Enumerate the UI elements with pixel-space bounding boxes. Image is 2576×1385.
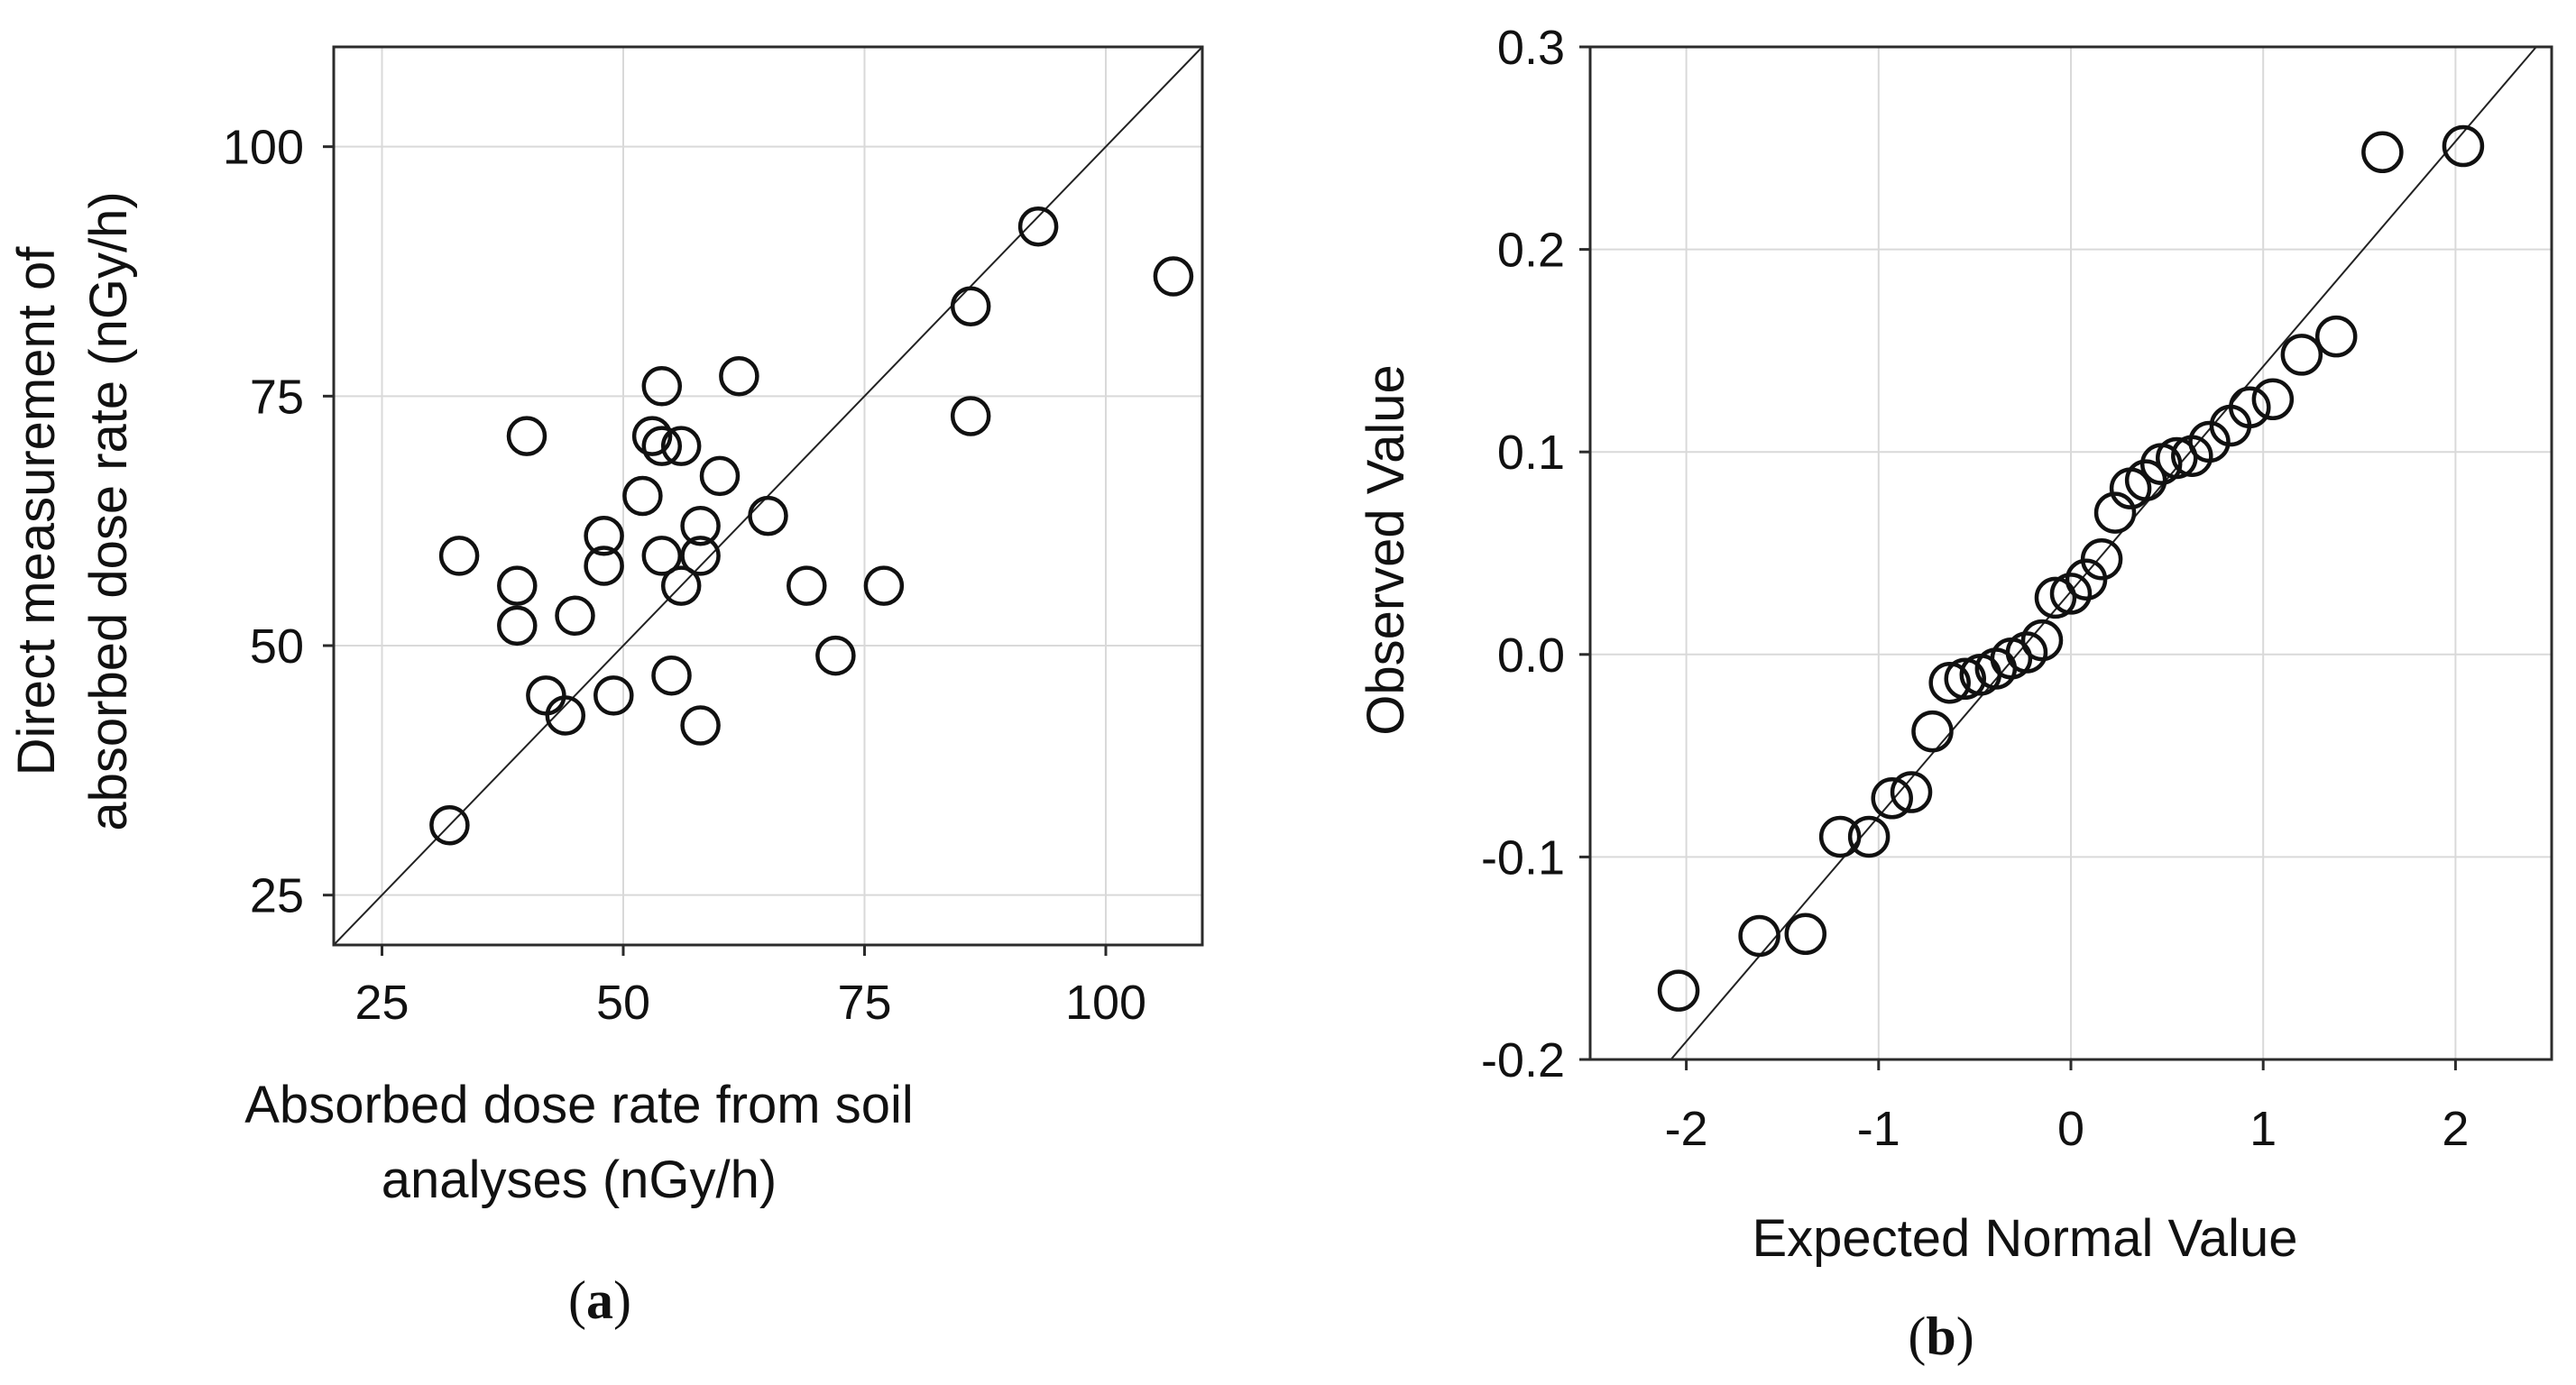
panel-a-data-point: [787, 565, 827, 606]
panel-a-data-point: [699, 455, 741, 497]
panel-a-y-tick-label: 50: [250, 619, 304, 674]
panel-a-y-axis-title-line-2: absorbed dose rate (nGy/h): [79, 191, 138, 830]
panel-b-chart: -2 -1 0 1 2 -0.2 -0.1 0.0 0.1 0.2 0.3 Expected Nor…: [1357, 21, 2553, 1366]
panel-b-data-point: [2049, 573, 2093, 615]
panel-a-data-point: [863, 565, 905, 606]
panel-a-data-points: [429, 206, 1194, 846]
panel-b-x-tick-label: 0: [2057, 1102, 2084, 1156]
panel-a-data-point: [748, 495, 788, 537]
panel-a-y-tick-label: 75: [250, 370, 304, 424]
panel-a-label: (a): [568, 1270, 631, 1330]
panel-b-data-point: [1784, 913, 1827, 955]
panel-a-data-point: [660, 565, 702, 606]
panel-b-y-tick-label: -0.2: [1481, 1033, 1565, 1087]
panel-b-data-point: [2280, 334, 2323, 376]
panel-a-axis-ticks: 25 50 75 100 25 50 75 100: [223, 121, 1146, 1030]
panel-b-data-point: [2020, 619, 2064, 662]
panel-b-data-point: [2080, 537, 2123, 581]
panel-b-data-point: [2442, 124, 2485, 168]
panel-b-data-point: [2314, 315, 2358, 358]
panel-b-y-tick-label: 0.3: [1497, 21, 1565, 75]
panel-b-data-point: [2124, 459, 2167, 501]
panel-a-data-point: [950, 286, 991, 326]
panel-a-data-point: [545, 695, 586, 736]
panel-a-grid: [334, 47, 1202, 945]
panel-b-y-tick-label: 0.0: [1497, 628, 1565, 683]
panel-b-data-point: [2188, 420, 2231, 463]
panel-b-data-point: [1944, 657, 1986, 701]
panel-b-data-point: [1928, 661, 1971, 704]
panel-a-data-point: [660, 426, 702, 466]
panel-a-data-point: [622, 475, 663, 517]
panel-a-x-tick-label: 75: [837, 976, 891, 1030]
panel-b-data-point: [2093, 491, 2137, 534]
panel-a-chart: 25 50 75 100 25 50 75 100 Absorbed dose rate fr…: [7, 45, 1204, 1330]
panel-b-data-point: [2361, 131, 2404, 174]
panel-a-data-point: [815, 635, 856, 676]
panel-b-y-axis-title: Observed Value: [1357, 364, 1415, 736]
panel-b-y-tick-label: 0.1: [1497, 426, 1565, 480]
panel-b-grid: [1590, 46, 2552, 1060]
panel-a-x-axis-title-line-2: analyses (nGy/h): [382, 1151, 777, 1209]
panel-a-data-point: [506, 416, 547, 456]
panel-a-data-point: [651, 655, 692, 696]
panel-b-data-point: [2034, 576, 2077, 619]
panel-b-axis-ticks: -2 -1 0 1 2 -0.2 -0.1 0.0 0.1 0.2 0.3: [1481, 21, 2469, 1156]
panel-a-data-point: [593, 675, 634, 716]
panel-a-data-point: [584, 546, 624, 586]
panel-b-data-point: [2005, 631, 2048, 674]
panel-a-data-point: [429, 804, 470, 846]
panel-b-data-point: [2251, 378, 2295, 421]
panel-b-data-point: [1657, 969, 1700, 1012]
panel-a-x-tick-label: 25: [354, 976, 409, 1030]
panel-a-data-point: [680, 536, 721, 576]
panel-b-data-point: [1911, 710, 1954, 753]
panel-a-plot-frame: [332, 45, 1204, 947]
panel-b-y-tick-label: -0.1: [1481, 830, 1565, 885]
panel-a-data-point: [1153, 256, 1194, 297]
panel-a-data-point: [641, 366, 683, 407]
panel-b-data-point: [1890, 771, 1933, 813]
panel-b-data-point: [1738, 914, 1780, 958]
panel-a-data-point: [584, 516, 624, 556]
panel-b-data-point: [1818, 815, 1862, 858]
panel-a-data-point: [641, 536, 683, 576]
panel-a-data-point: [1017, 206, 1059, 247]
panel-a-data-point: [950, 396, 991, 436]
panel-a-data-point: [680, 505, 721, 546]
panel-b-data-point: [2156, 436, 2198, 480]
panel-b-x-tick-label: 1: [2249, 1102, 2277, 1156]
panel-b-label-letter: b: [1926, 1307, 1955, 1366]
panel-a-data-point: [438, 536, 480, 576]
panel-b-y-tick-label: 0.2: [1497, 224, 1565, 278]
panel-b-data-point: [1871, 777, 1913, 820]
panel-a-data-point: [497, 605, 538, 647]
panel-a-data-point: [641, 426, 683, 466]
panel-b-label: (b): [1908, 1307, 1973, 1366]
panel-a-y-tick-label: 25: [250, 869, 304, 923]
panel-a-x-tick-label: 100: [1065, 976, 1146, 1030]
panel-a-x-tick-label: 50: [596, 976, 650, 1030]
panel-b-x-tick-label: 2: [2442, 1102, 2469, 1156]
panel-b-normal-reference-line: [1670, 47, 2537, 1059]
panel-b-data-point: [1847, 815, 1891, 858]
panel-a-data-point: [555, 595, 595, 637]
panel-a-x-axis-title-line-1: Absorbed dose rate from soil: [244, 1076, 913, 1134]
panel-a-y-axis-title-line-1: Direct measurement of: [7, 246, 66, 776]
panel-b-data-point: [2229, 386, 2271, 429]
panel-b-x-tick-label: -1: [1857, 1102, 1900, 1156]
panel-b-data-points: [1657, 124, 2485, 1012]
panel-a-data-point: [719, 355, 759, 397]
panel-a-data-point: [526, 675, 566, 716]
panel-a-y-tick-label: 100: [223, 121, 304, 175]
panel-a-data-point: [680, 705, 721, 746]
panel-a-data-point: [497, 565, 538, 606]
panel-a-data-point: [631, 416, 673, 456]
panel-b-x-tick-label: -2: [1665, 1102, 1708, 1156]
panel-a-label-letter: a: [586, 1270, 613, 1330]
panel-b-x-axis-title: Expected Normal Value: [1752, 1209, 2297, 1268]
